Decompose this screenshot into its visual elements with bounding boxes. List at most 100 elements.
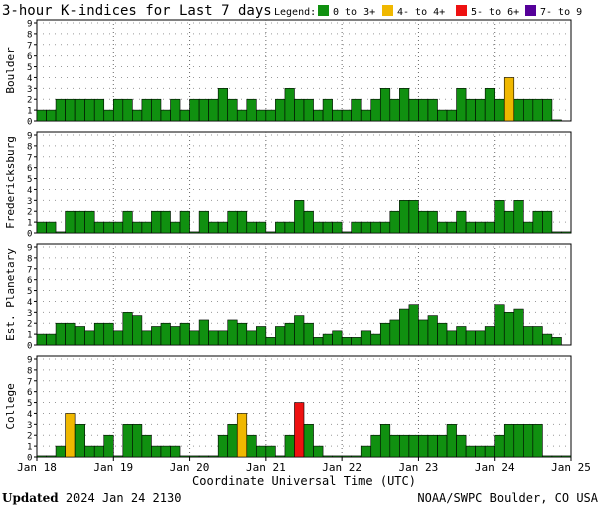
- k-index-bar: [132, 315, 143, 346]
- k-index-bar: [132, 424, 143, 458]
- k-index-bar: [351, 455, 362, 458]
- k-index-bar: [227, 98, 238, 122]
- k-index-bar: [198, 98, 209, 122]
- k-index-bar: [198, 210, 209, 234]
- k-index-bar: [246, 98, 257, 122]
- k-index-bar: [217, 88, 229, 122]
- k-index-bar: [84, 445, 95, 458]
- k-index-bar: [484, 221, 496, 234]
- k-index-bar: [55, 322, 66, 346]
- y-tick-label: 3: [27, 85, 32, 95]
- y-tick-label: 1: [27, 219, 32, 229]
- k-index-bar: [370, 333, 381, 346]
- k-index-bar: [141, 330, 152, 346]
- k-index-bar: [313, 221, 324, 234]
- k-index-bar: [332, 221, 343, 234]
- k-index-bar: [446, 424, 457, 458]
- k-index-bar: [217, 221, 229, 234]
- k-index-bar: [408, 434, 419, 458]
- k-index-bar: [303, 424, 314, 458]
- k-index-bar: [437, 221, 448, 234]
- k-index-bar: [475, 445, 486, 458]
- k-index-bar: [103, 109, 114, 122]
- k-index-bar: [189, 330, 200, 346]
- k-index-bar: [322, 455, 333, 458]
- k-index-bar: [265, 231, 276, 234]
- panel-label-est-planetary: Est. Planetary: [4, 248, 17, 341]
- k-index-bar: [208, 330, 219, 346]
- k-index-bar: [65, 210, 76, 234]
- k-index-bar: [217, 330, 229, 346]
- k-index-bar: [379, 221, 391, 234]
- k-index-bar: [313, 109, 324, 122]
- k-index-bar: [360, 330, 372, 346]
- k-index-bar: [74, 424, 85, 458]
- y-tick-label: 1: [27, 443, 32, 453]
- legend-label: 5- to 6+: [471, 7, 519, 18]
- k-index-bar: [418, 434, 429, 458]
- panel-label-college: College: [4, 383, 17, 429]
- k-index-bar: [256, 109, 267, 122]
- k-index-bar: [389, 319, 400, 346]
- legend-label: 4- to 4+: [397, 7, 445, 18]
- k-index-bar: [332, 455, 343, 458]
- k-index-bar: [36, 109, 47, 122]
- k-index-bar: [379, 88, 391, 122]
- k-index-bar: [313, 337, 324, 346]
- k-index-bar: [284, 221, 295, 234]
- k-index-bar: [494, 304, 505, 346]
- k-index-bar: [93, 322, 105, 346]
- k-index-bar: [170, 221, 181, 234]
- k-index-bar: [151, 98, 162, 122]
- y-tick-label: 6: [27, 276, 32, 286]
- k-index-bar: [351, 98, 362, 122]
- k-index-bar: [503, 424, 515, 458]
- k-index-bar: [332, 109, 343, 122]
- k-index-bar: [446, 330, 457, 346]
- y-tick-label: 7: [27, 41, 32, 51]
- y-tick-label: 3: [27, 421, 32, 431]
- y-tick-label: 5: [27, 399, 32, 409]
- k-index-bar: [122, 210, 133, 234]
- k-index-bar: [275, 455, 286, 458]
- k-index-bar: [65, 413, 76, 458]
- k-index-bar: [46, 455, 57, 458]
- k-index-bar: [551, 119, 562, 122]
- k-index-bar: [217, 434, 229, 458]
- k-index-bar: [294, 200, 305, 234]
- k-index-bar: [208, 221, 219, 234]
- y-tick-label: 6: [27, 388, 32, 398]
- k-index-bar: [236, 322, 248, 346]
- k-index-bar: [198, 455, 209, 458]
- k-index-bar: [341, 231, 352, 234]
- k-index-bar: [427, 434, 438, 458]
- k-index-bar: [418, 98, 429, 122]
- k-index-bar: [246, 434, 257, 458]
- k-index-bar: [513, 308, 524, 346]
- k-index-bar: [179, 210, 190, 234]
- k-index-bar: [151, 210, 162, 234]
- k-index-bar: [103, 322, 114, 346]
- k-index-bar: [313, 445, 324, 458]
- k-index-bar: [503, 312, 515, 346]
- k-index-bar: [112, 98, 124, 122]
- y-tick-label: 4: [27, 410, 32, 420]
- k-index-bar: [275, 221, 286, 234]
- k-index-bar: [475, 98, 486, 122]
- k-index-bar: [227, 210, 238, 234]
- k-index-bar: [256, 326, 267, 346]
- k-index-bar: [532, 98, 543, 122]
- k-index-bar: [132, 109, 143, 122]
- k-index-bar: [170, 326, 181, 346]
- k-index-bar: [284, 88, 295, 122]
- k-index-bar: [46, 109, 57, 122]
- y-tick-label: 6: [27, 164, 32, 174]
- k-index-bar: [294, 402, 305, 458]
- y-tick-label: 5: [27, 175, 32, 185]
- k-index-bar: [112, 221, 124, 234]
- k-index-bar: [437, 434, 448, 458]
- k-index-bar: [399, 434, 410, 458]
- k-index-bar: [122, 312, 133, 346]
- y-tick-label: 0: [27, 454, 32, 464]
